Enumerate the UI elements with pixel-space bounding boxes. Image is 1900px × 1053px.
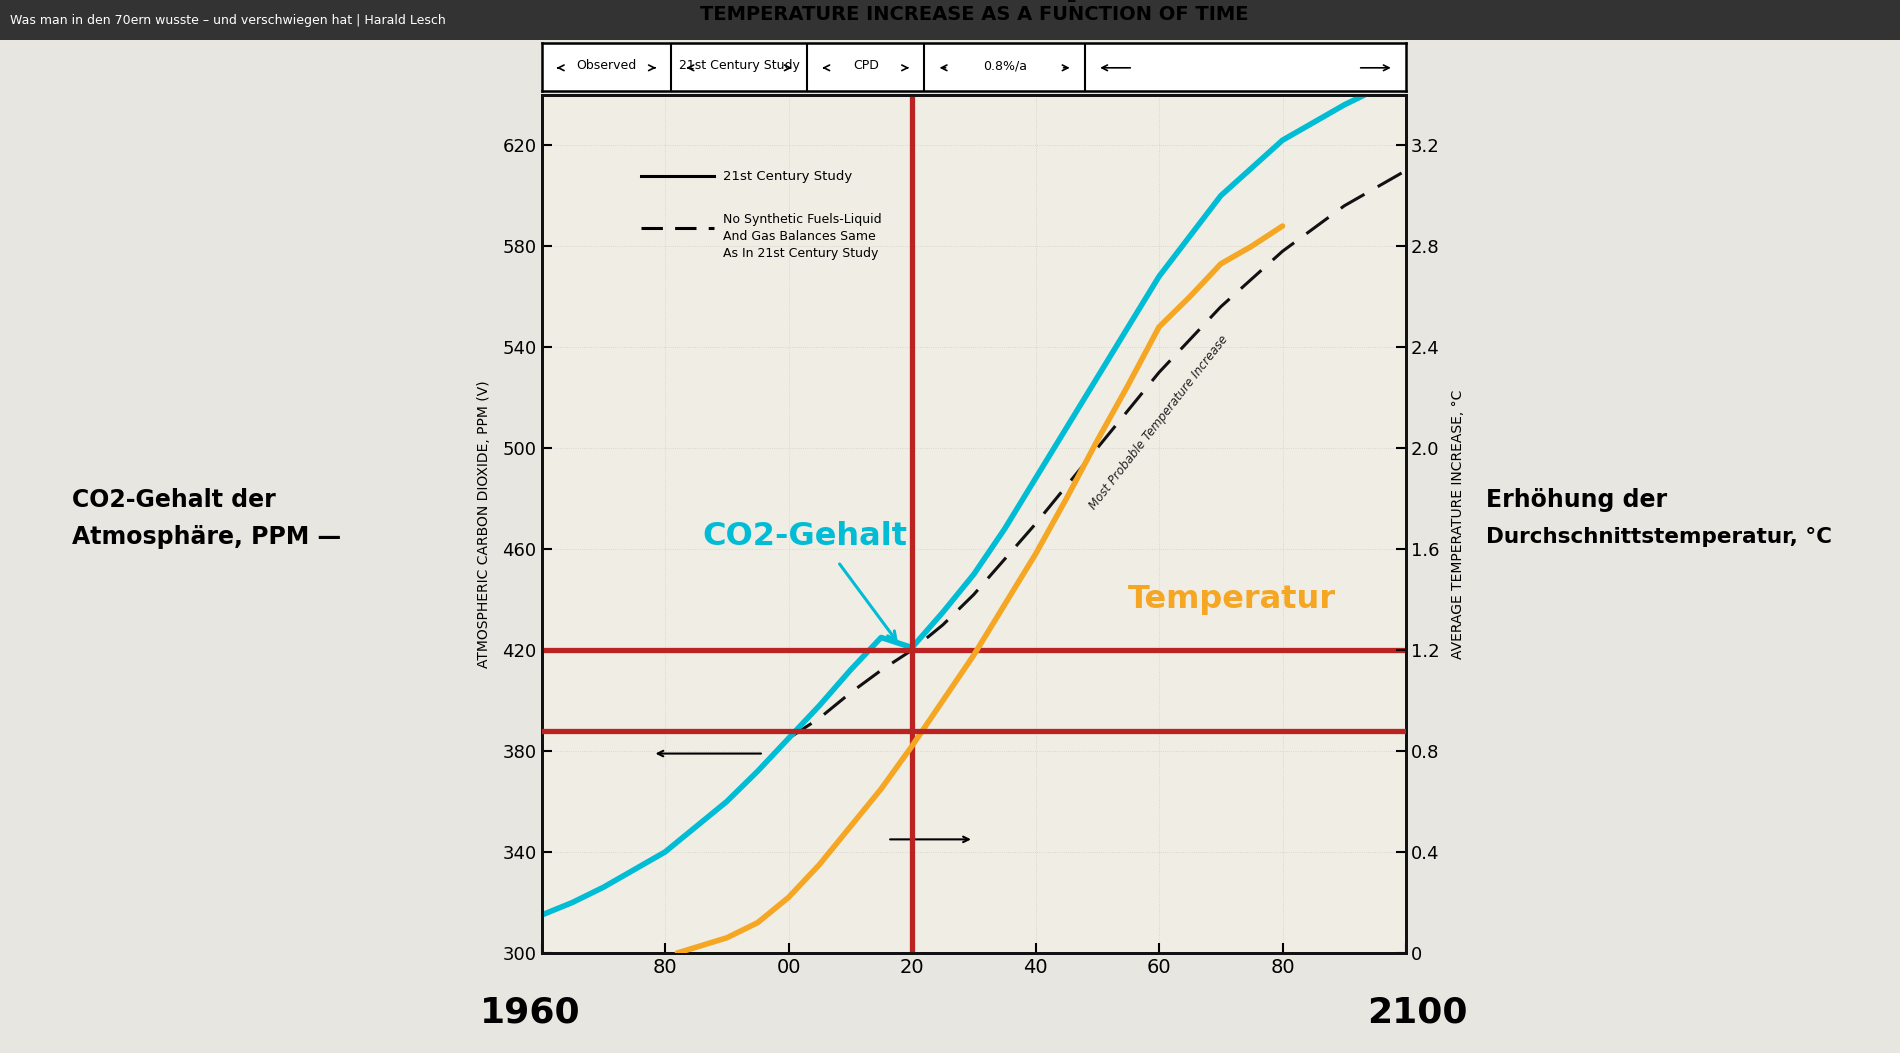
Y-axis label: AVERAGE TEMPERATURE INCREASE, °C: AVERAGE TEMPERATURE INCREASE, °C xyxy=(1452,390,1465,658)
Text: Temperatur: Temperatur xyxy=(1129,584,1336,615)
Text: Erhöhung der: Erhöhung der xyxy=(1486,489,1666,512)
Text: Durchschnittstemperatur, °C: Durchschnittstemperatur, °C xyxy=(1486,528,1832,547)
Text: No Synthetic Fuels-Liquid
And Gas Balances Same
As In 21st Century Study: No Synthetic Fuels-Liquid And Gas Balanc… xyxy=(724,213,882,260)
Text: Atmosphäre, PPM —: Atmosphäre, PPM — xyxy=(72,525,342,549)
Text: CO2-Gehalt der: CO2-Gehalt der xyxy=(72,489,276,512)
Y-axis label: ATMOSPHERIC CARBON DIOXIDE, PPM (V): ATMOSPHERIC CARBON DIOXIDE, PPM (V) xyxy=(477,380,492,668)
Text: Observed: Observed xyxy=(576,59,636,73)
Text: 21st Century Study: 21st Century Study xyxy=(678,59,800,73)
Text: TEMPERATURE INCREASE AS A FUNCTION OF TIME: TEMPERATURE INCREASE AS A FUNCTION OF TI… xyxy=(701,5,1248,24)
Text: 2100: 2100 xyxy=(1368,995,1467,1029)
Text: 21st Century Study: 21st Century Study xyxy=(724,170,853,183)
Text: Was man in den 70ern wusste – und verschwiegen hat | Harald Lesch: Was man in den 70ern wusste – und versch… xyxy=(10,14,445,26)
Text: 2: 2 xyxy=(1066,0,1077,5)
Text: Most Probable Temperature Increase: Most Probable Temperature Increase xyxy=(1087,334,1231,513)
Text: CO2-Gehalt: CO2-Gehalt xyxy=(701,521,906,552)
Text: 0.8%/a: 0.8%/a xyxy=(982,59,1026,73)
Text: CPD: CPD xyxy=(853,59,878,73)
Text: 1960: 1960 xyxy=(481,995,580,1029)
